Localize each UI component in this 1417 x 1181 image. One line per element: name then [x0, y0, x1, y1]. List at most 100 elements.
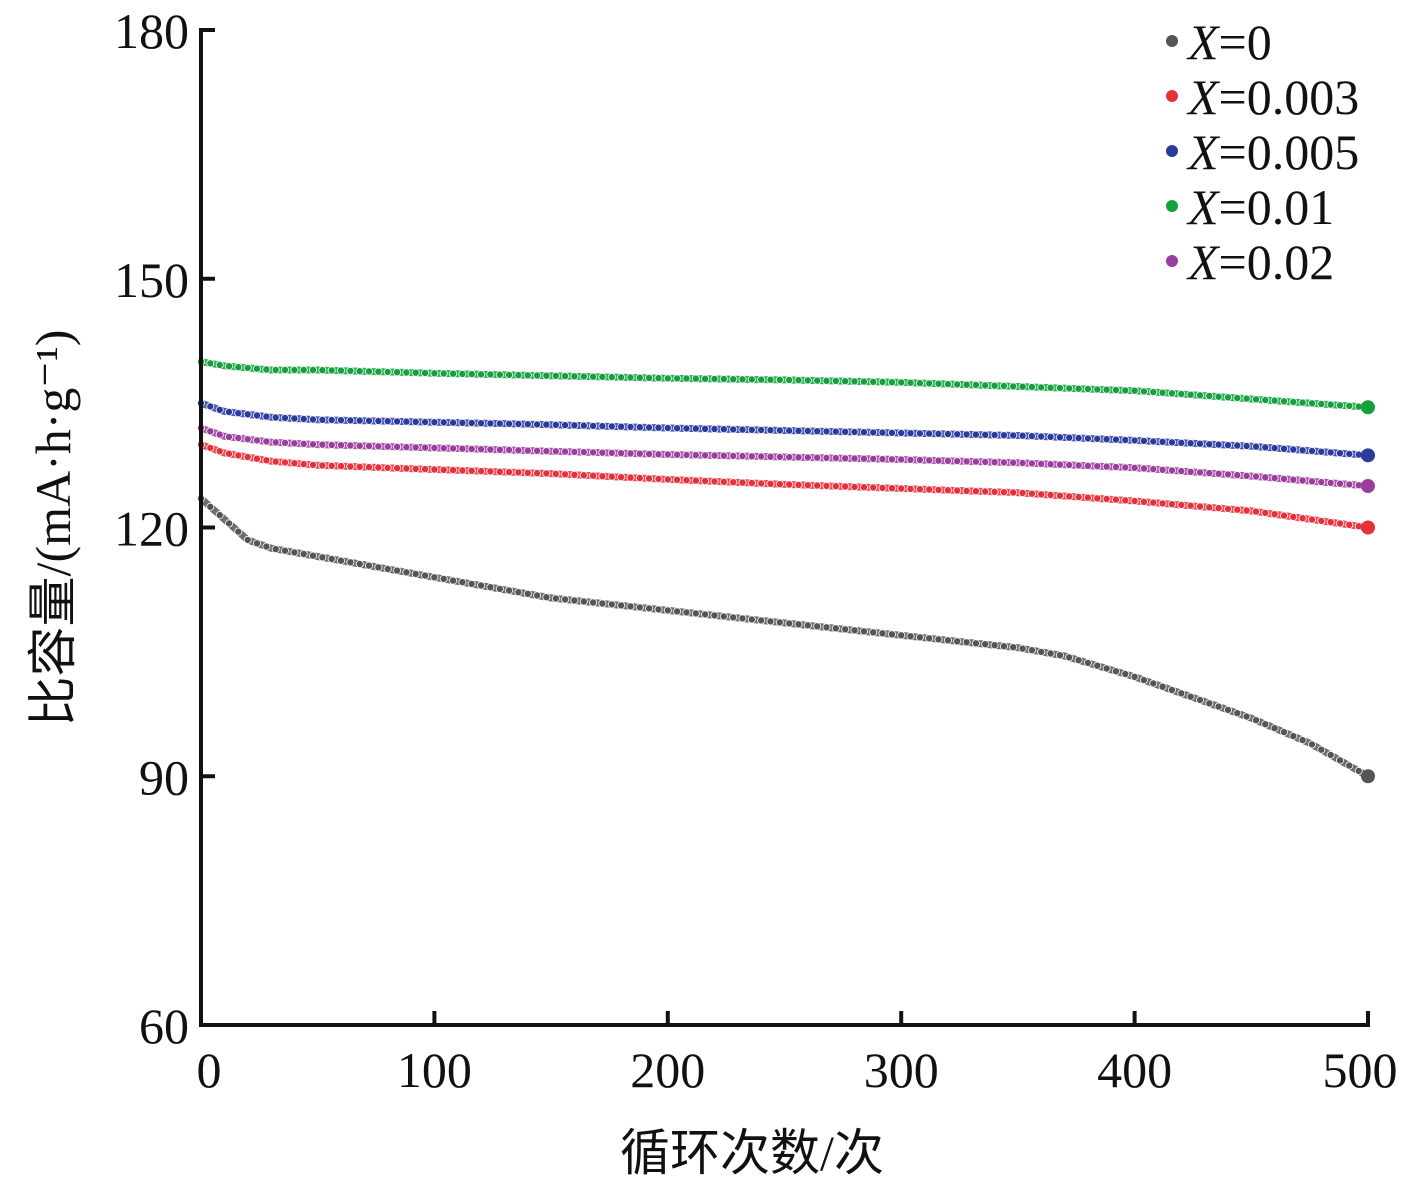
data-point [1149, 437, 1158, 446]
data-point [822, 623, 831, 632]
data-point [1018, 458, 1027, 467]
data-point [430, 418, 439, 427]
data-point [915, 379, 924, 388]
data-point [1280, 397, 1289, 406]
data-point [607, 448, 616, 457]
data-point [682, 424, 691, 433]
data-point [645, 373, 654, 382]
data-point [1261, 720, 1270, 729]
data-point [1361, 769, 1375, 784]
data-point [1233, 471, 1242, 480]
data-point [738, 478, 747, 487]
x-tick-label: 400 [1097, 1042, 1172, 1098]
data-point [505, 419, 514, 428]
series-2 [196, 399, 1375, 463]
data-point [533, 469, 542, 478]
data-point [869, 483, 878, 492]
data-point [439, 574, 448, 583]
data-point [654, 423, 663, 432]
data-point [1121, 670, 1130, 679]
data-point [570, 421, 579, 430]
data-point [822, 376, 831, 385]
data-point [766, 617, 775, 626]
data-point [514, 419, 523, 428]
data-point [421, 571, 430, 580]
data-point [981, 457, 990, 466]
data-point [785, 619, 794, 628]
data-point [1018, 431, 1027, 440]
data-point [561, 470, 570, 479]
data-point [626, 473, 635, 482]
data-point [785, 480, 794, 489]
data-point [1186, 439, 1195, 448]
plot-series [196, 357, 1375, 784]
data-point [971, 487, 980, 496]
data-point [691, 609, 700, 618]
data-point [271, 457, 280, 466]
series-4 [196, 423, 1375, 494]
legend-label: X=0.005 [1186, 124, 1359, 180]
data-point [1308, 477, 1317, 486]
data-point [243, 535, 252, 544]
data-point [252, 436, 261, 445]
data-point [579, 421, 588, 430]
data-point [710, 424, 719, 433]
data-point [1139, 436, 1148, 445]
data-point [336, 556, 345, 565]
data-point [570, 470, 579, 479]
data-point [346, 366, 355, 375]
data-point [1093, 385, 1102, 394]
data-point [701, 374, 710, 383]
data-point [747, 478, 756, 487]
data-point [383, 463, 392, 472]
data-point [280, 458, 289, 467]
data-point [393, 464, 402, 473]
data-point [962, 638, 971, 647]
data-point [449, 444, 458, 453]
data-point [458, 466, 467, 475]
data-point [635, 603, 644, 612]
data-point [1130, 463, 1139, 472]
data-point [803, 621, 812, 630]
data-point [1205, 469, 1214, 478]
data-point [1130, 672, 1139, 681]
data-point [514, 588, 523, 597]
data-point [477, 467, 486, 476]
data-point [1270, 444, 1279, 453]
data-point [813, 453, 822, 462]
data-point [402, 368, 411, 377]
series-3 [196, 357, 1375, 415]
data-point [710, 611, 719, 620]
data-point [421, 368, 430, 377]
legend-label: X=0.01 [1186, 179, 1334, 235]
data-point [1009, 458, 1018, 467]
legend-value: =0 [1219, 14, 1272, 70]
data-point [691, 374, 700, 383]
data-point [215, 360, 224, 369]
data-point [673, 424, 682, 433]
data-point [747, 425, 756, 434]
data-point [906, 632, 915, 641]
data-point [1083, 493, 1092, 502]
data-point [1270, 396, 1279, 405]
data-point [327, 366, 336, 375]
data-point [682, 608, 691, 617]
data-point [308, 365, 317, 374]
data-point [841, 427, 850, 436]
data-point [626, 422, 635, 431]
data-point [411, 569, 420, 578]
data-point [1196, 391, 1205, 400]
data-point [271, 438, 280, 447]
data-point [1233, 441, 1242, 450]
data-point [719, 425, 728, 434]
data-point [327, 415, 336, 424]
data-point [1224, 393, 1233, 402]
data-point [1102, 664, 1111, 673]
data-point [523, 468, 532, 477]
data-point [1224, 705, 1233, 714]
data-point [327, 461, 336, 470]
data-point [262, 412, 271, 421]
data-point [990, 458, 999, 467]
data-point [523, 420, 532, 429]
data-point [243, 435, 252, 444]
